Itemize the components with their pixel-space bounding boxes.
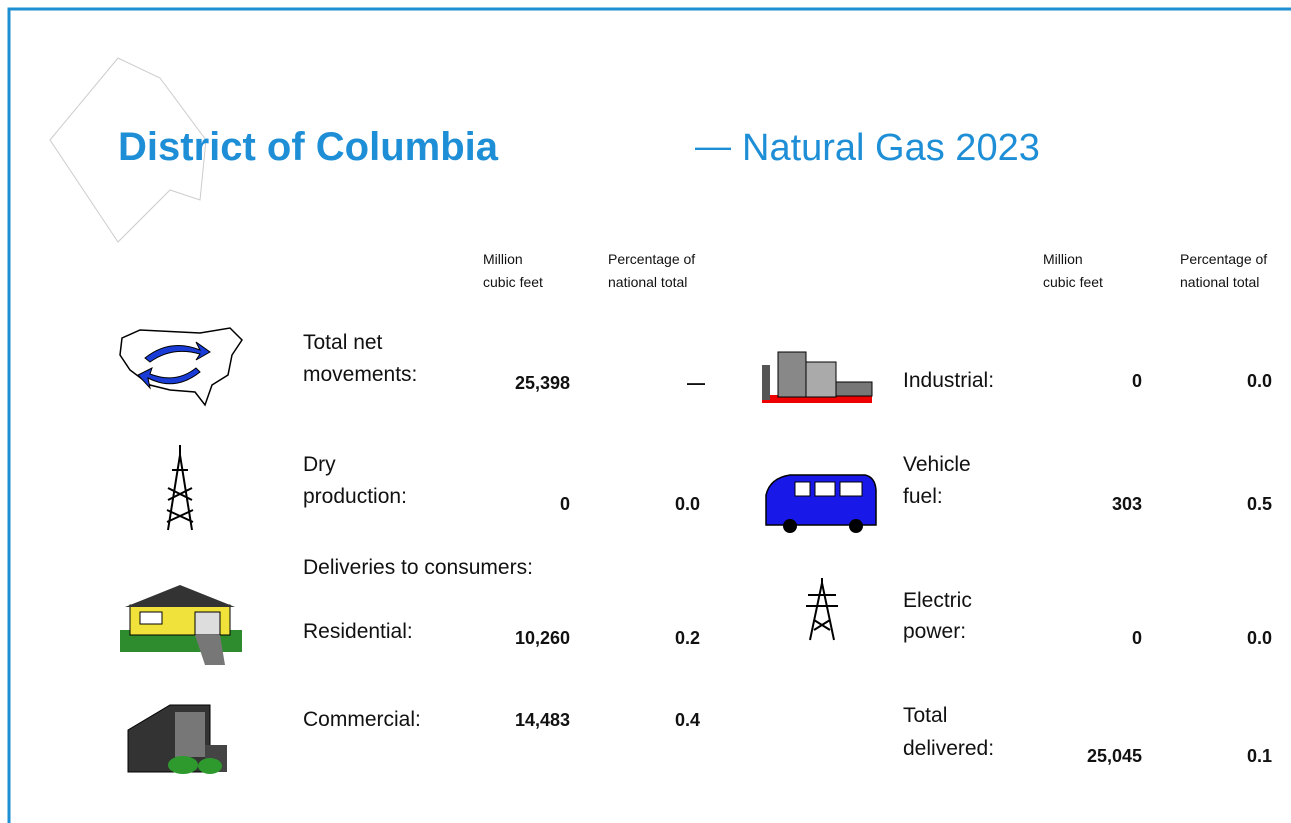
row-label: Dry [303, 453, 336, 476]
pylon-icon [806, 578, 838, 641]
volume: 25,045 [1087, 746, 1142, 766]
percent: 0.0 [1247, 371, 1272, 391]
row-label: power: [903, 620, 966, 643]
column-header: Million [1043, 251, 1083, 267]
row-label: Commercial: [303, 708, 421, 731]
volume: 10,260 [515, 628, 570, 648]
percent: 0.0 [1247, 628, 1272, 648]
column-header: national total [1180, 274, 1259, 290]
volume: 303 [1112, 494, 1142, 514]
row-label: Vehicle [903, 453, 971, 476]
row-label: Total [903, 704, 947, 727]
column-header: Million [483, 251, 523, 267]
factory-icon [762, 351, 873, 403]
volume: 0 [560, 494, 570, 514]
row-label: Residential: [303, 620, 413, 643]
derrick-icon [166, 445, 194, 531]
state-outline [49, 57, 207, 243]
percent: 0.1 [1247, 746, 1272, 766]
row-label: production: [303, 485, 407, 508]
percent: 0.0 [675, 494, 700, 514]
section-label: Deliveries to consumers: [303, 556, 533, 579]
frame [7, 7, 1291, 823]
separator: — [695, 125, 731, 166]
percent: 0.4 [675, 710, 700, 730]
percent: 0.5 [1247, 494, 1272, 514]
van-icon [765, 474, 877, 533]
volume: 25,398 [515, 373, 570, 393]
volume: 0 [1132, 628, 1142, 648]
row-label: Total net [303, 331, 383, 354]
building-icon [127, 704, 227, 774]
row-label: delivered: [903, 737, 994, 760]
title: District of Columbia [118, 125, 499, 169]
row-label: Industrial: [903, 369, 994, 392]
column-header: national total [608, 274, 687, 290]
column-header: Percentage of [1180, 251, 1267, 267]
row-label: Electric [903, 589, 972, 612]
house-icon [120, 585, 242, 665]
column-header: cubic feet [483, 274, 543, 290]
volume: 14,483 [515, 710, 570, 730]
volume: 0 [1132, 371, 1142, 391]
percent: 0.2 [675, 628, 700, 648]
column-header: cubic feet [1043, 274, 1103, 290]
row-label: fuel: [903, 485, 943, 508]
us-map-icon [119, 327, 243, 407]
row-label: movements: [303, 363, 417, 386]
percent: — [687, 373, 705, 393]
column-header: Percentage of [608, 251, 695, 267]
subtitle: Natural Gas 2023 [742, 127, 1040, 169]
